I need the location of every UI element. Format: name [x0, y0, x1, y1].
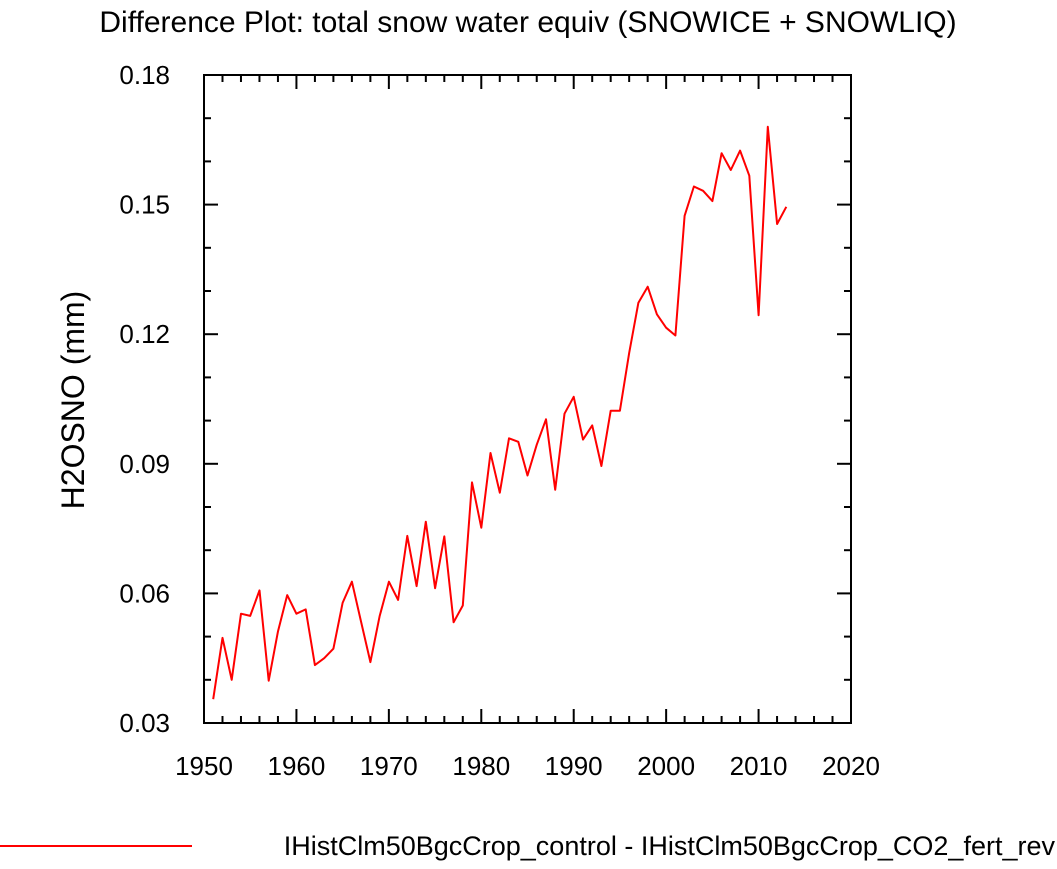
x-tick-label: 1990 [545, 751, 603, 781]
x-tick-label: 1970 [360, 751, 418, 781]
x-axis: 1950 1960 1970 1980 1990 2000 2010 2020 [175, 75, 880, 781]
y-axis-label: H2OSNO (mm) [55, 291, 91, 510]
legend-label: IHistClm50BgcCrop_control - IHistClm50Bg… [284, 831, 1056, 861]
x-tick-label: 2000 [637, 751, 695, 781]
y-tick-label: 0.18 [119, 60, 170, 90]
x-tick-label: 1960 [268, 751, 326, 781]
series-line [212, 125, 788, 700]
y-tick-label: 0.15 [119, 190, 170, 220]
x-tick-label: 2020 [822, 751, 880, 781]
chart-title: Difference Plot: total snow water equiv … [99, 6, 956, 39]
x-tick-label: 2010 [730, 751, 788, 781]
y-tick-label: 0.06 [119, 578, 170, 608]
legend: IHistClm50BgcCrop_control - IHistClm50Bg… [0, 831, 1055, 861]
y-axis: 0.03 0.06 0.09 0.12 0.15 0.18 [119, 60, 851, 738]
series-layer [212, 125, 788, 700]
y-tick-label: 0.09 [119, 449, 170, 479]
x-tick-label: 1980 [452, 751, 510, 781]
x-tick-label: 1950 [175, 751, 233, 781]
plot-frame [203, 74, 852, 724]
y-tick-label: 0.03 [119, 708, 170, 738]
y-tick-label: 0.12 [119, 319, 170, 349]
